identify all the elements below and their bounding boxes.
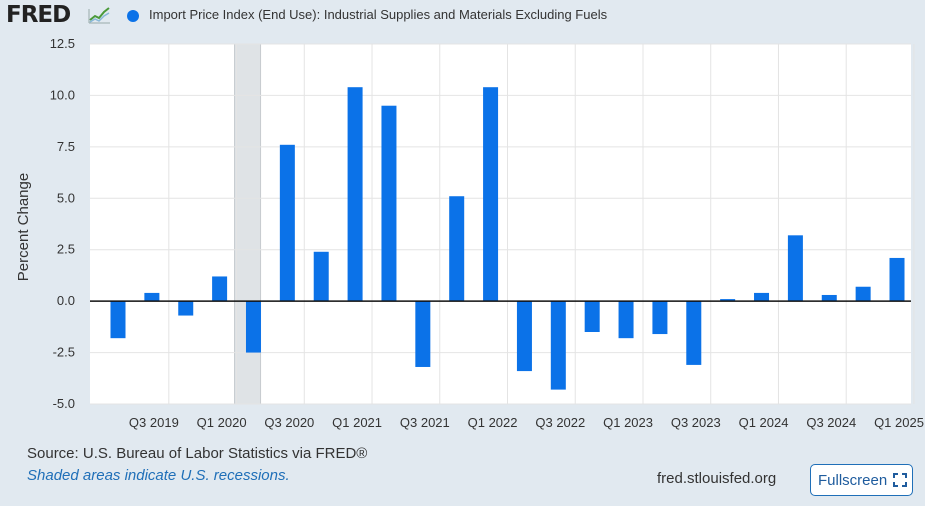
bar-q3-2020 <box>279 144 295 302</box>
bar-q1-2024 <box>754 292 770 302</box>
bar-q2-2023 <box>652 301 668 335</box>
bar-q1-2023 <box>618 301 634 339</box>
x-tick-label: Q1 2020 <box>197 415 247 430</box>
bar-q3-2021 <box>415 301 431 367</box>
fred-logo[interactable]: FRED <box>6 2 71 28</box>
source-credit: Source: U.S. Bureau of Labor Statistics … <box>27 445 368 462</box>
bar-q3-2024 <box>821 294 837 302</box>
legend-series-label[interactable]: Import Price Index (End Use): Industrial… <box>149 7 608 22</box>
bar-q3-2019 <box>144 292 160 302</box>
y-tick-label: -5.0 <box>53 396 75 411</box>
bar-q3-2022 <box>550 301 566 390</box>
bar-q4-2022 <box>584 301 600 332</box>
y-tick-label: 12.5 <box>50 36 75 51</box>
y-tick-label: -2.5 <box>53 345 75 360</box>
x-tick-label: Q1 2024 <box>739 415 789 430</box>
fred-logo-graph-icon <box>87 5 111 25</box>
bar-q2-2022 <box>516 301 532 372</box>
fullscreen-label: Fullscreen <box>818 471 888 489</box>
x-tick-label: Q1 2025 <box>874 415 924 430</box>
plot-area <box>90 44 911 404</box>
x-tick-label: Q3 2024 <box>806 415 856 430</box>
bar-q3-2023 <box>686 301 702 365</box>
bar-q4-2021 <box>449 196 465 302</box>
fullscreen-button[interactable]: Fullscreen <box>810 464 913 496</box>
y-tick-label: 5.0 <box>57 190 75 205</box>
bar-q1-2021 <box>347 87 363 302</box>
y-tick-label: 2.5 <box>57 242 75 257</box>
x-tick-label: Q1 2021 <box>332 415 382 430</box>
chart-header: FRED Import Price Index (End Use): Indus… <box>0 0 925 34</box>
legend-series-marker <box>127 10 139 22</box>
x-tick-label: Q3 2022 <box>535 415 585 430</box>
bar-q4-2019 <box>178 301 194 316</box>
x-tick-label: Q1 2022 <box>468 415 518 430</box>
x-tick-label: Q3 2023 <box>671 415 721 430</box>
x-tick-label: Q1 2023 <box>603 415 653 430</box>
bar-q2-2021 <box>381 105 397 302</box>
bar-q1-2025 <box>889 257 905 302</box>
y-axis-label: Percent Change <box>15 173 32 281</box>
y-tick-label: 0.0 <box>57 293 75 308</box>
y-tick-label: 10.0 <box>50 87 75 102</box>
bar-q2-2020 <box>245 301 261 353</box>
bar-q4-2023 <box>720 299 736 302</box>
bar-q2-2024 <box>787 235 803 302</box>
fullscreen-icon <box>893 473 908 487</box>
bar-chart: 12.5 10.0 7.5 5.0 2.5 0.0 -2.5 -5.0 Q3 2019 Q1 20… <box>15 36 924 430</box>
bar-q2-2019 <box>110 301 126 339</box>
x-tick-label: Q3 2021 <box>400 415 450 430</box>
fred-url[interactable]: fred.stlouisfed.org <box>657 470 777 487</box>
bar-q1-2022 <box>483 87 499 302</box>
bar-q1-2020 <box>212 276 228 302</box>
bar-q4-2020 <box>313 251 329 302</box>
x-tick-label: Q3 2020 <box>264 415 314 430</box>
x-tick-label: Q3 2019 <box>129 415 179 430</box>
y-tick-label: 7.5 <box>57 139 75 154</box>
bar-q4-2024 <box>855 286 871 302</box>
recession-note: Shaded areas indicate U.S. recessions. <box>27 467 290 484</box>
